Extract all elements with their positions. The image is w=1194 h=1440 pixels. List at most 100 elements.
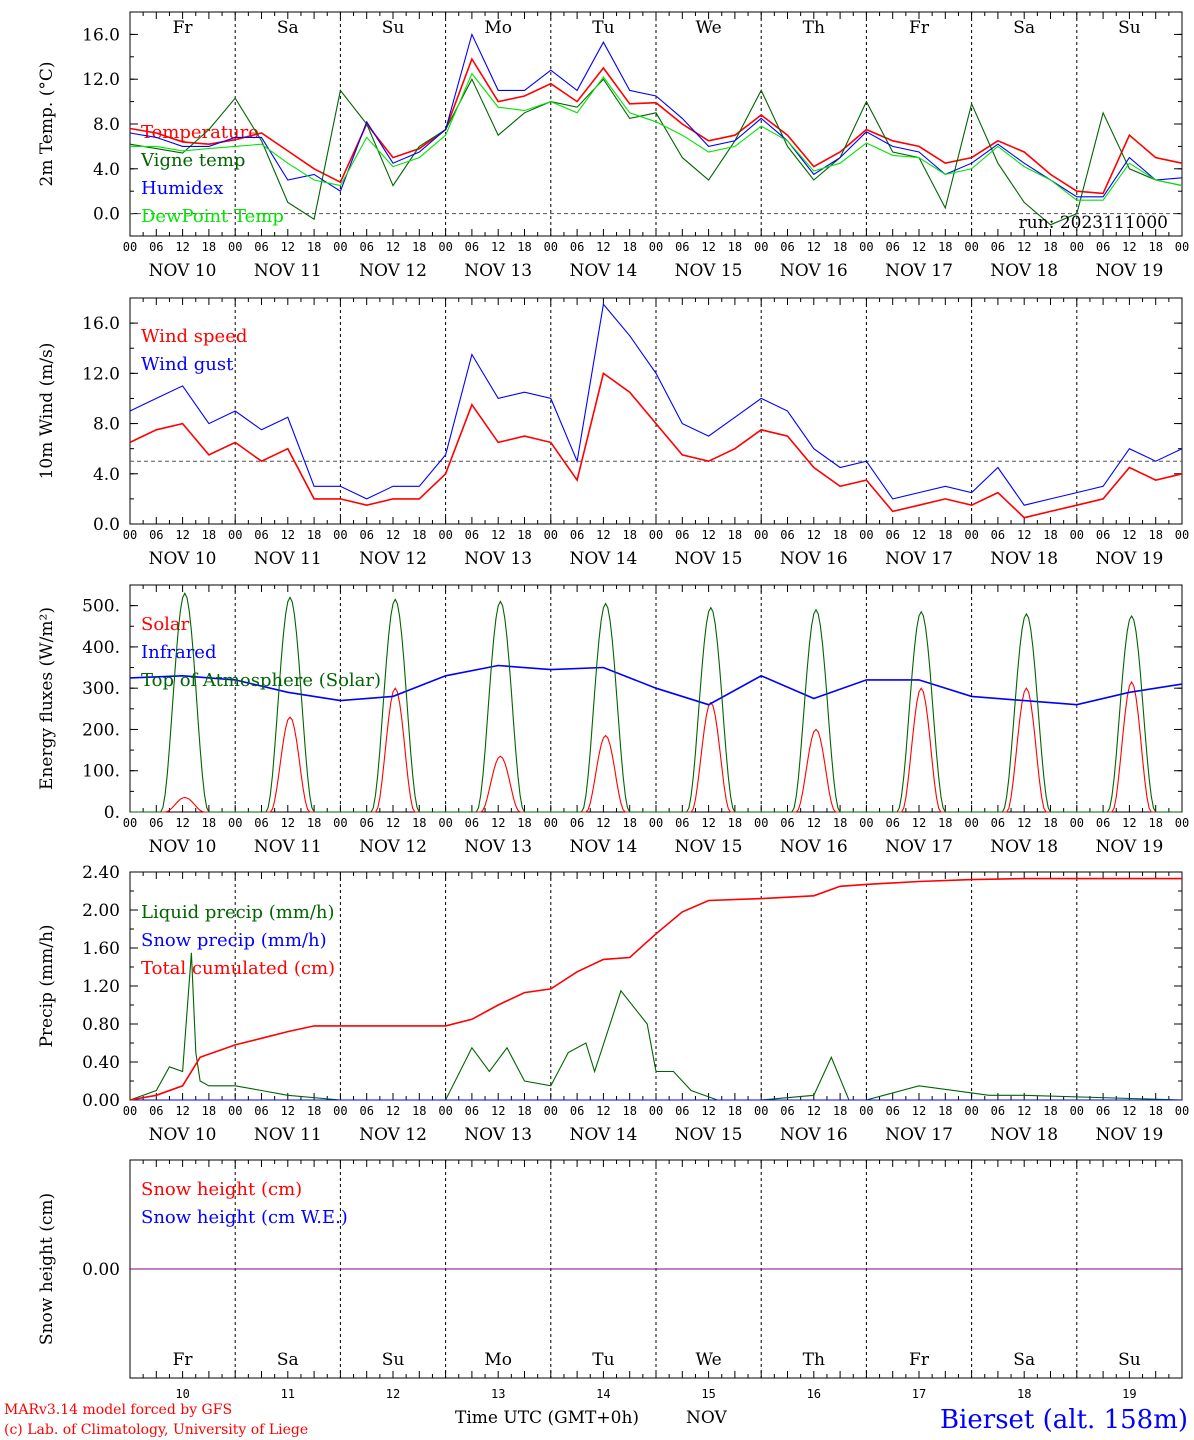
- hour-tick-label: 18: [1148, 1104, 1162, 1118]
- date-label: NOV 13: [464, 261, 532, 281]
- hour-tick-label: 00: [859, 528, 873, 542]
- hour-tick-label: 00: [1175, 1104, 1189, 1118]
- date-label: NOV 12: [359, 261, 427, 281]
- weekday-label: Sa: [1013, 18, 1035, 38]
- date-label: NOV 10: [149, 1125, 217, 1145]
- date-label: NOV 18: [990, 549, 1058, 569]
- y-tick-label: 16.0: [82, 25, 120, 45]
- hour-tick-label: 06: [780, 528, 794, 542]
- hour-tick-label: 06: [991, 1104, 1005, 1118]
- legend-entry: Top of Atmosphere (Solar): [141, 670, 381, 691]
- hour-tick-label: 00: [964, 816, 978, 830]
- hour-tick-label: 06: [254, 816, 268, 830]
- hour-tick-label: 00: [649, 1104, 663, 1118]
- date-label: NOV 14: [569, 837, 637, 857]
- y-tick-label: 0.0: [93, 515, 120, 535]
- legend-entry: Snow height (cm W.E.): [141, 1207, 348, 1228]
- weekday-label: Mo: [484, 1350, 512, 1370]
- panel-2: 0.0 4.0 8.0 12.0 16.0 10m Wind (m/s) Wind spee…: [37, 297, 1189, 569]
- hour-tick-label: 00: [123, 528, 137, 542]
- series-line-wind-gust: [129, 303, 1183, 506]
- hour-tick-label: 06: [359, 816, 373, 830]
- date-label: NOV 14: [569, 1125, 637, 1145]
- hour-tick-label: 12: [701, 1104, 715, 1118]
- hour-tick-label: 06: [885, 816, 899, 830]
- hour-tick-label: 00: [438, 528, 452, 542]
- x-axis-label: Time UTC (GMT+0h): [455, 1408, 639, 1428]
- date-label: NOV 15: [675, 1125, 743, 1145]
- hour-tick-label: 00: [859, 816, 873, 830]
- date-label: NOV 17: [885, 549, 953, 569]
- hour-tick-label: 18: [1043, 528, 1057, 542]
- hour-tick-label: 06: [149, 528, 163, 542]
- weekday-label: Tu: [592, 1350, 614, 1370]
- date-label: NOV 13: [464, 837, 532, 857]
- day-number-label: 13: [491, 1387, 505, 1401]
- hour-tick-label: 00: [123, 240, 137, 254]
- legend-entry: Snow precip (mm/h): [141, 930, 327, 951]
- hour-tick-label: 00: [438, 240, 452, 254]
- y-tick-label: 200.: [82, 720, 120, 740]
- y-axis-label: 10m Wind (m/s): [37, 343, 57, 480]
- hour-tick-label: 12: [1122, 240, 1136, 254]
- hour-tick-label: 00: [1175, 816, 1189, 830]
- hour-tick-label: 06: [675, 528, 689, 542]
- day-number-label: 16: [807, 1387, 821, 1401]
- hour-tick-label: 06: [675, 240, 689, 254]
- hour-tick-label: 18: [1148, 816, 1162, 830]
- weekday-label: Tu: [592, 18, 614, 38]
- hour-tick-label: 00: [228, 528, 242, 542]
- run-annotation: run: 2023111000: [1019, 213, 1168, 233]
- hour-tick-label: 06: [780, 240, 794, 254]
- y-tick-label: 0.00: [82, 1260, 120, 1280]
- hour-tick-label: 12: [491, 816, 505, 830]
- hour-tick-label: 06: [1096, 1104, 1110, 1118]
- series-line-vigne-temp: [129, 77, 1183, 226]
- hour-tick-label: 06: [570, 528, 584, 542]
- hour-tick-label: 06: [465, 816, 479, 830]
- hour-tick-label: 00: [649, 816, 663, 830]
- y-axis-label: Snow height (cm): [37, 1193, 57, 1345]
- weekday-label: We: [696, 18, 722, 38]
- hour-tick-label: 18: [622, 528, 636, 542]
- hour-tick-label: 12: [596, 816, 610, 830]
- date-label: NOV 14: [569, 549, 637, 569]
- weekday-label: Su: [1118, 1350, 1141, 1370]
- date-label: NOV 15: [675, 261, 743, 281]
- hour-tick-label: 18: [517, 1104, 531, 1118]
- y-tick-label: 0.00: [82, 1091, 120, 1111]
- y-tick-label: 0.0: [93, 205, 120, 225]
- hour-tick-label: 00: [544, 528, 558, 542]
- hour-tick-label: 12: [175, 816, 189, 830]
- day-number-label: 17: [912, 1387, 926, 1401]
- weekday-label: Fr: [173, 18, 194, 38]
- hour-tick-label: 18: [1043, 240, 1057, 254]
- weekday-label: Mo: [484, 18, 512, 38]
- series-line-infrared: [129, 664, 1183, 706]
- y-tick-label: 0.: [104, 803, 120, 823]
- hour-tick-label: 18: [622, 816, 636, 830]
- hour-tick-label: 06: [254, 528, 268, 542]
- hour-tick-label: 12: [912, 816, 926, 830]
- hour-tick-label: 00: [964, 1104, 978, 1118]
- hour-tick-label: 18: [307, 528, 321, 542]
- date-label: NOV 16: [780, 1125, 848, 1145]
- y-tick-label: 2.40: [82, 863, 120, 883]
- y-tick-label: 0.80: [82, 1015, 120, 1035]
- hour-tick-label: 12: [491, 1104, 505, 1118]
- date-label: NOV 12: [359, 549, 427, 569]
- hour-tick-label: 12: [281, 816, 295, 830]
- hour-tick-label: 12: [596, 240, 610, 254]
- y-tick-label: 8.0: [93, 415, 120, 435]
- hour-tick-label: 00: [754, 1104, 768, 1118]
- hour-tick-label: 12: [175, 240, 189, 254]
- y-tick-label: 12.0: [82, 70, 120, 90]
- hour-tick-label: 00: [649, 240, 663, 254]
- hour-tick-label: 12: [701, 240, 715, 254]
- series-line-top-of-atmosphere-solar-: [130, 592, 1182, 813]
- hour-tick-label: 18: [728, 816, 742, 830]
- hour-tick-label: 18: [202, 528, 216, 542]
- hour-tick-label: 06: [675, 816, 689, 830]
- panel-3: 0. 100. 200. 300. 400. 500. Energy fluxes (W/m…: [37, 584, 1189, 857]
